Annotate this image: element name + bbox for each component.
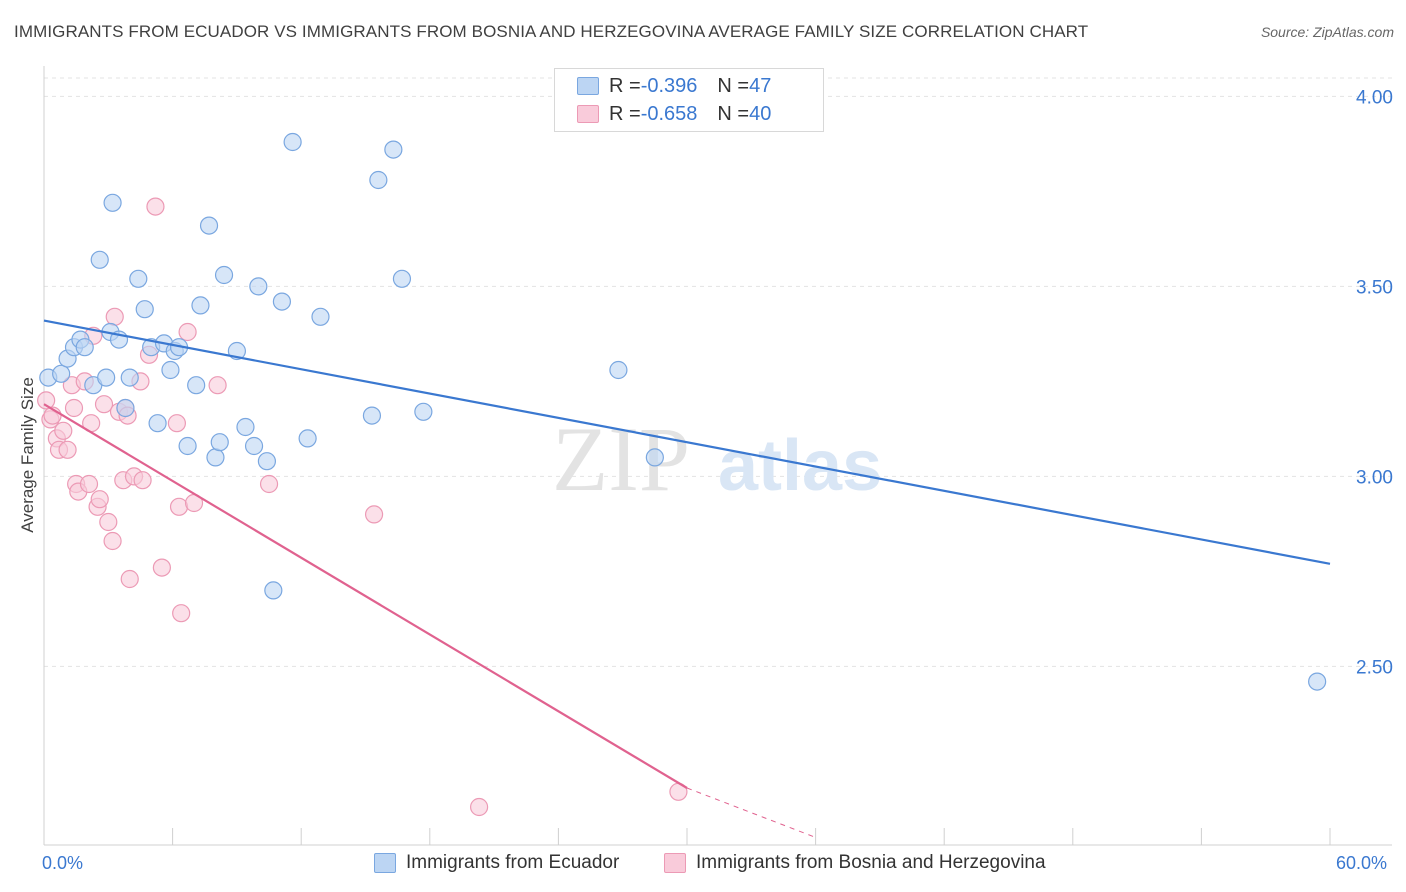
bosnia-point [64, 398, 84, 418]
ecuador-point [392, 269, 412, 288]
bosnia-point [152, 558, 171, 577]
ecuador-point [369, 170, 388, 190]
legend-label-ecuador: Immigrants from Ecuador [406, 852, 620, 873]
ecuador-point [135, 300, 154, 319]
ecuador-point [52, 364, 71, 383]
ecuador-point [272, 292, 292, 311]
chart-title: IMMIGRANTS FROM ECUADOR VS IMMIGRANTS FR… [14, 22, 1089, 41]
ecuador-point [90, 250, 109, 269]
bosnia-point [469, 797, 489, 817]
bosnia-point [146, 197, 165, 216]
bosnia-point [133, 471, 152, 490]
legend-label-bosnia: Immigrants from Bosnia and Herzegovina [696, 852, 1046, 873]
ecuador-point [97, 368, 116, 387]
watermark: ZIP atlas [552, 408, 882, 510]
trend-lines [43, 319, 1331, 838]
x-tick-label-max: 60.0% [1336, 853, 1388, 873]
legend-r-value-ecuador: -0.396 [640, 74, 698, 97]
y-tick-label: 3.50 [1356, 277, 1393, 298]
ecuador-point [210, 433, 229, 452]
grid-lines [44, 77, 1392, 667]
ecuador-point [362, 406, 382, 425]
legend-row-bosnia: R = -0.658 N = 40 [577, 101, 771, 127]
ecuador-point [116, 398, 135, 418]
ecuador-point [236, 417, 255, 437]
y-tick-label: 3.00 [1356, 467, 1393, 488]
axes [43, 66, 1392, 846]
ecuador-point [257, 452, 277, 471]
legend-r-value-bosnia: -0.658 [640, 102, 698, 125]
x-tick-label-min: 0.0% [42, 853, 84, 873]
ecuador-point [161, 360, 180, 380]
bosnia-point [103, 531, 122, 551]
ecuador-point [148, 414, 167, 433]
bosnia-point [208, 376, 227, 395]
bosnia-point [54, 421, 73, 440]
bosnia-point [169, 497, 189, 516]
y-axis-label: Average Family Size [18, 377, 37, 533]
ecuador-point [178, 436, 197, 456]
ecuador-point [1308, 672, 1327, 691]
ecuador-point [264, 581, 283, 600]
bosnia-point [37, 391, 56, 410]
bosnia-point [94, 395, 114, 414]
legend-n-value-bosnia: 40 [749, 102, 772, 125]
bosnia-point [120, 569, 139, 589]
ecuador-point [244, 436, 264, 456]
ecuador-point [311, 307, 330, 326]
ecuador-point [129, 269, 148, 288]
series-bosnia-points [37, 197, 688, 817]
series-legend-bosnia: Immigrants from Bosnia and Herzegovina [664, 852, 1046, 874]
bosnia-point [167, 414, 186, 433]
bosnia-point [172, 604, 191, 623]
series-legend-ecuador: Immigrants from Ecuador [374, 852, 619, 874]
ecuador-point [283, 132, 302, 152]
legend-swatch-bosnia [664, 853, 686, 873]
bosnia-point [58, 440, 77, 459]
trendline-ecuador [43, 319, 1331, 565]
legend-r-label: R = [609, 102, 641, 125]
trendline-bosnia [43, 403, 688, 789]
legend-n-label: N = [717, 102, 750, 125]
ecuador-point [298, 429, 317, 448]
bosnia-point [90, 490, 109, 509]
ecuador-point [414, 402, 433, 421]
ecuador-point [120, 368, 139, 387]
legend-row-ecuador: R = -0.396 N = 47 [577, 73, 771, 99]
legend-n-value-ecuador: 47 [749, 74, 772, 97]
legend-swatch-ecuador [577, 77, 599, 95]
trendline-bosnia-extension [686, 787, 816, 838]
legend-swatch-ecuador [374, 853, 396, 873]
y-tick-labels: 2.50 3.00 3.50 4.00 [1356, 87, 1393, 678]
ecuador-point [609, 360, 628, 380]
source-label: Source: ZipAtlas.com [1260, 24, 1394, 40]
bosnia-point [178, 322, 197, 342]
ecuador-point [187, 376, 206, 395]
ecuador-point [75, 338, 94, 357]
bosnia-point [364, 505, 384, 524]
watermark-atlas: atlas [718, 426, 882, 506]
ecuador-point [191, 296, 210, 315]
y-tick-label: 2.50 [1356, 657, 1393, 678]
bosnia-point [105, 307, 124, 326]
y-tick-label: 4.00 [1356, 87, 1393, 108]
correlation-legend: R = -0.396 N = 47 R = -0.658 N = 40 [554, 68, 824, 132]
bosnia-point [259, 474, 279, 494]
bosnia-point [79, 474, 99, 494]
ecuador-point [206, 448, 225, 467]
ecuador-point [199, 216, 219, 235]
ecuador-point [103, 193, 122, 212]
legend-r-label: R = [609, 74, 641, 97]
ecuador-point [384, 140, 403, 159]
series-ecuador-points [39, 132, 1327, 691]
ecuador-point [249, 277, 268, 296]
ecuador-point [645, 448, 664, 467]
legend-n-label: N = [717, 74, 750, 97]
ecuador-point [214, 265, 234, 285]
watermark-zip: ZIP [552, 408, 690, 510]
bosnia-point [99, 512, 118, 532]
legend-swatch-bosnia [577, 105, 599, 123]
